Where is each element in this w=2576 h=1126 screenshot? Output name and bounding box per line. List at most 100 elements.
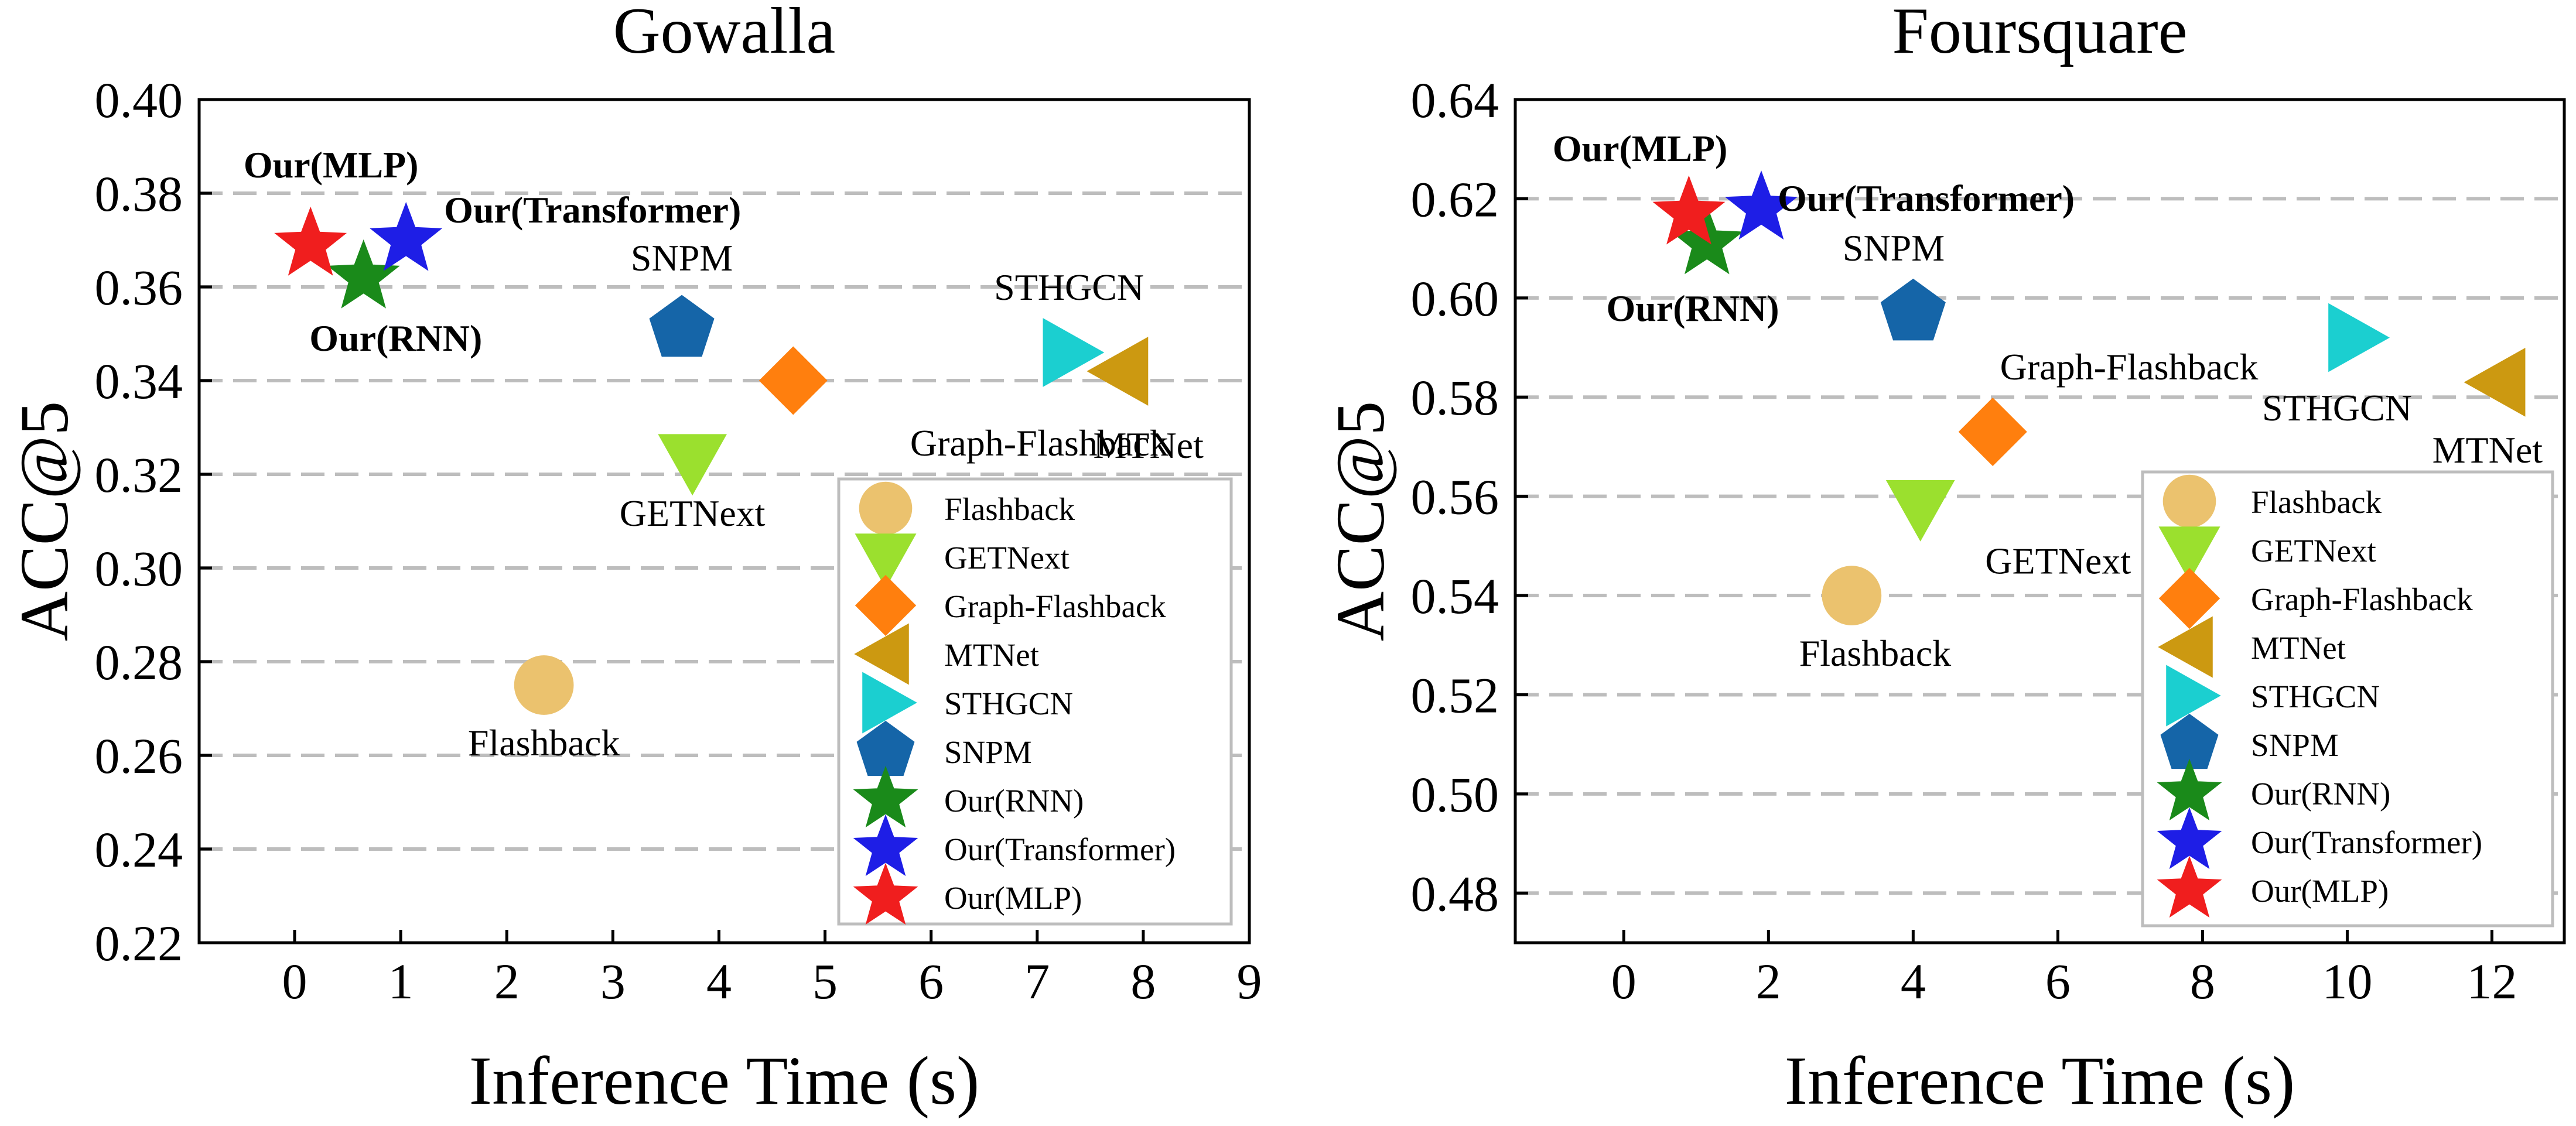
y-tick-label: 0.24: [95, 822, 183, 878]
legend-label-flashback: Flashback: [2251, 484, 2382, 520]
point-label-graph-flashback: Graph-Flashback: [910, 422, 1169, 464]
legend-marker-sthgcn: [862, 672, 917, 734]
y-tick-label: 0.28: [95, 634, 183, 690]
legend-label-getnext: GETNext: [944, 540, 1070, 576]
legend-marker-mtnet: [854, 623, 909, 685]
x-tick-label: 4: [706, 953, 732, 1009]
point-label-mtnet: MTNet: [2432, 429, 2543, 471]
point-graph-flashback: [759, 346, 828, 415]
x-tick-label: 0: [1611, 953, 1637, 1009]
x-tick-label: 8: [2190, 953, 2215, 1009]
legend-label-our-rnn: Our(RNN): [944, 783, 1084, 819]
point-label-flashback: Flashback: [1799, 632, 1952, 674]
gowalla-chart: 0 1 2 3 4 5 6 7 8 9 0.22 0.24 0.26 0.28 0.30 0.32 0.34 0.…: [6, 0, 1262, 1119]
point-snpm: [1880, 278, 1946, 341]
point-label-getnext: GETNext: [1985, 540, 2131, 582]
legend-label-flashback: Flashback: [944, 491, 1075, 527]
point-our-rnn: [327, 239, 400, 309]
x-tick-label: 6: [918, 953, 944, 1009]
legend-label-our-rnn: Our(RNN): [2251, 776, 2390, 812]
legend-marker-getnext: [2158, 526, 2220, 581]
legend-marker-our-rnn: [2157, 758, 2222, 821]
y-tick-label: 0.62: [1411, 171, 1499, 227]
x-tick-label: 12: [2466, 953, 2517, 1009]
point-flashback: [1822, 566, 1882, 625]
y-tick-label: 0.58: [1411, 369, 1499, 426]
legend-marker-sthgcn: [2166, 665, 2221, 727]
x-tick-label: 6: [2045, 953, 2071, 1009]
point-label-graph-flashback: Graph-Flashback: [2000, 346, 2259, 388]
legend-label-mtnet: MTNet: [2251, 630, 2346, 666]
legend-label-our-mlp: Our(MLP): [2251, 873, 2389, 909]
legend-label-sthgcn: STHGCN: [944, 686, 1073, 721]
point-label-our-rnn: Our(RNN): [309, 317, 482, 359]
x-tick-label: 5: [812, 953, 838, 1009]
legend-label-sthgcn: STHGCN: [2251, 679, 2380, 714]
y-tick-label: 0.22: [95, 915, 183, 971]
legend-label-mtnet: MTNet: [944, 637, 1039, 673]
plot-frame: [1514, 98, 2566, 944]
point-label-our-mlp: Our(MLP): [244, 144, 419, 186]
legend-marker-graph-flashback: [855, 574, 917, 636]
y-tick-label: 0.40: [95, 72, 183, 128]
legend-label-our-transformer: Our(Transformer): [2251, 824, 2482, 860]
legend: Flashback GETNext Graph-Flashback MTNet STHG…: [837, 477, 1233, 926]
point-sthgcn: [2328, 303, 2390, 372]
point-label-our-transformer: Our(Transformer): [1778, 177, 2075, 219]
legend-marker-our-mlp: [853, 863, 918, 925]
legend-label-graph-flashback: Graph-Flashback: [2251, 581, 2473, 617]
plot-frame: [197, 98, 1251, 944]
point-mtnet: [1087, 337, 1149, 406]
y-tick-label: 0.30: [95, 540, 183, 597]
point-label-our-transformer: Our(Transformer): [444, 189, 741, 231]
x-tick-label: 0: [282, 953, 308, 1009]
legend-marker-our-rnn: [853, 765, 918, 828]
legend-label-getnext: GETNext: [2251, 533, 2376, 569]
y-axis-label: ACC@5: [6, 401, 83, 641]
point-label-flashback: Flashback: [468, 722, 620, 764]
legend: Flashback GETNext Graph-Flashback MTNet STHG…: [2141, 470, 2554, 928]
legend-marker-flashback: [2162, 474, 2216, 528]
x-tick-label: 4: [1901, 953, 1926, 1009]
legend-marker-flashback: [859, 481, 913, 535]
y-tick-label: 0.48: [1411, 865, 1499, 922]
point-label-sthgcn: STHGCN: [994, 266, 1144, 308]
legend-marker-our-transformer: [2157, 807, 2222, 870]
x-tick-label: 2: [494, 953, 520, 1009]
point-getnext: [1885, 480, 1955, 542]
point-our-transformer: [370, 201, 443, 271]
legend-marker-getnext: [855, 533, 917, 588]
y-axis-label: ACC@5: [1322, 401, 1399, 641]
point-mtnet: [2464, 348, 2526, 417]
point-label-sthgcn: STHGCN: [2262, 387, 2412, 429]
point-flashback: [514, 655, 574, 715]
legend-label-graph-flashback: Graph-Flashback: [944, 588, 1166, 624]
point-our-mlp: [1652, 175, 1726, 245]
x-tick-label: 1: [388, 953, 414, 1009]
x-tick-label: 7: [1024, 953, 1050, 1009]
legend-marker-our-transformer: [853, 814, 918, 877]
point-label-snpm: SNPM: [631, 237, 733, 279]
point-label-snpm: SNPM: [1843, 227, 1945, 269]
legend-label-snpm: SNPM: [2251, 727, 2339, 763]
point-graph-flashback: [1958, 397, 2027, 467]
x-tick-label: 10: [2322, 953, 2372, 1009]
x-tick-label: 9: [1237, 953, 1262, 1009]
point-label-getnext: GETNext: [620, 492, 766, 534]
x-tick-label: 2: [1756, 953, 1781, 1009]
legend-marker-mtnet: [2158, 616, 2213, 678]
y-tick-label: 0.56: [1411, 469, 1499, 525]
point-getnext: [658, 434, 727, 496]
legend-label-snpm: SNPM: [944, 734, 1032, 770]
y-tick-label: 0.54: [1411, 568, 1499, 624]
legend-label-our-transformer: Our(Transformer): [944, 831, 1176, 867]
legend-marker-graph-flashback: [2158, 567, 2220, 629]
y-tick-label: 0.50: [1411, 766, 1499, 823]
legend-label-our-mlp: Our(MLP): [944, 880, 1082, 916]
x-axis-label: Inference Time (s): [1785, 1042, 2295, 1119]
legend-marker-our-mlp: [2157, 855, 2222, 918]
point-label-our-rnn: Our(RNN): [1606, 288, 1779, 329]
y-tick-label: 0.26: [95, 728, 183, 784]
x-tick-label: 3: [600, 953, 626, 1009]
